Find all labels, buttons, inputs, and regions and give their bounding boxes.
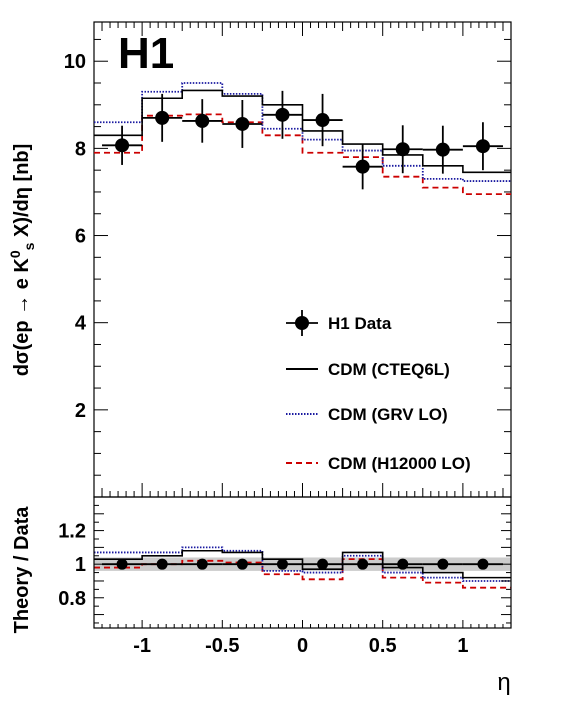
main-data-point bbox=[435, 142, 450, 157]
ratio-data-point bbox=[236, 558, 248, 570]
legend-data-marker bbox=[295, 316, 309, 330]
main-y-tick-label: 6 bbox=[75, 226, 86, 248]
main-y-tick-label: 10 bbox=[64, 51, 86, 73]
main-data-point bbox=[195, 113, 210, 128]
main-data-point bbox=[235, 116, 250, 131]
main-y-axis-label: dσ(ep → e K0s X)/dη [nb] bbox=[7, 144, 37, 377]
main-y-tick-label: 2 bbox=[75, 400, 86, 422]
ylabel-part-2: X)/dη [nb] bbox=[11, 144, 33, 243]
ratio-y-axis: 0.8 1 1.2 bbox=[58, 504, 511, 624]
ratio-data-points bbox=[102, 558, 503, 570]
main-theory-curves bbox=[94, 82, 511, 196]
x-tick-label: 0 bbox=[297, 635, 308, 657]
legend-entry-h12000: CDM (H12000 LO) bbox=[286, 454, 471, 473]
main-curve-h12000 bbox=[94, 113, 511, 196]
ratio-y-axis-label: Theory / Data bbox=[11, 506, 33, 634]
h1-logo: H1 bbox=[118, 29, 174, 78]
ratio-x-axis: -1 -0.5 0 0.5 1 bbox=[93, 620, 512, 657]
x-tick-label: 1 bbox=[457, 635, 468, 657]
main-y-tick-label: 4 bbox=[75, 313, 87, 335]
ratio-data-point bbox=[357, 558, 369, 570]
legend-entry-cteq6l: CDM (CTEQ6L) bbox=[286, 360, 450, 379]
ratio-curve-grv bbox=[94, 546, 511, 582]
ratio-y-tick-label: 1.2 bbox=[58, 521, 86, 543]
ylabel-superscript: 0 bbox=[7, 250, 23, 258]
ratio-data-point bbox=[437, 558, 449, 570]
x-axis-label: η bbox=[497, 669, 510, 696]
ratio-y-tick-label: 1 bbox=[75, 554, 86, 576]
main-data-point bbox=[275, 107, 290, 122]
main-panel-frame bbox=[93, 21, 512, 498]
main-y-tick-label: 8 bbox=[75, 138, 86, 160]
legend-label-h12000: CDM (H12000 LO) bbox=[328, 454, 471, 473]
legend-label-grv: CDM (GRV LO) bbox=[328, 405, 448, 424]
ratio-data-point bbox=[477, 558, 489, 570]
ratio-data-point bbox=[276, 558, 288, 570]
ratio-data-point bbox=[196, 558, 208, 570]
main-y-axis: 2 4 6 8 10 bbox=[64, 38, 511, 476]
legend-entry-grv: CDM (GRV LO) bbox=[286, 405, 448, 424]
main-curve-cteq6l bbox=[94, 89, 511, 174]
legend-entry-data: H1 Data bbox=[286, 310, 392, 336]
main-data-point bbox=[355, 159, 370, 174]
x-tick-label: -0.5 bbox=[205, 635, 239, 657]
ratio-data-point bbox=[397, 558, 409, 570]
main-data-point bbox=[395, 142, 410, 157]
ratio-y-tick-label: 0.8 bbox=[58, 588, 86, 610]
ratio-data-point bbox=[156, 558, 168, 570]
main-data-points bbox=[102, 90, 503, 190]
ylabel-subscript: s bbox=[21, 242, 37, 250]
ratio-data-point bbox=[317, 558, 329, 570]
legend-label-data: H1 Data bbox=[328, 314, 392, 333]
main-data-point bbox=[115, 138, 130, 153]
main-data-point bbox=[475, 139, 490, 154]
main-data-point bbox=[315, 113, 330, 128]
legend: H1 Data CDM (CTEQ6L) CDM (GRV LO) CDM (H… bbox=[286, 310, 471, 473]
ratio-data-point bbox=[116, 558, 128, 570]
x-tick-label: 0.5 bbox=[369, 635, 397, 657]
x-tick-label: -1 bbox=[133, 635, 151, 657]
main-panel: 2 4 6 8 10 H1 dσ(ep → e K0s X)/dη [nb] H1 Da… bbox=[7, 21, 512, 498]
main-x-ticks bbox=[93, 22, 512, 497]
ratio-panel: 0.8 1 1.2 -1 -0.5 0 0.5 1 Theory / Data η bbox=[11, 496, 512, 696]
main-data-point bbox=[155, 110, 170, 125]
legend-label-cteq6l: CDM (CTEQ6L) bbox=[328, 360, 450, 379]
ylabel-part-1: dσ(ep → e K bbox=[11, 258, 33, 377]
